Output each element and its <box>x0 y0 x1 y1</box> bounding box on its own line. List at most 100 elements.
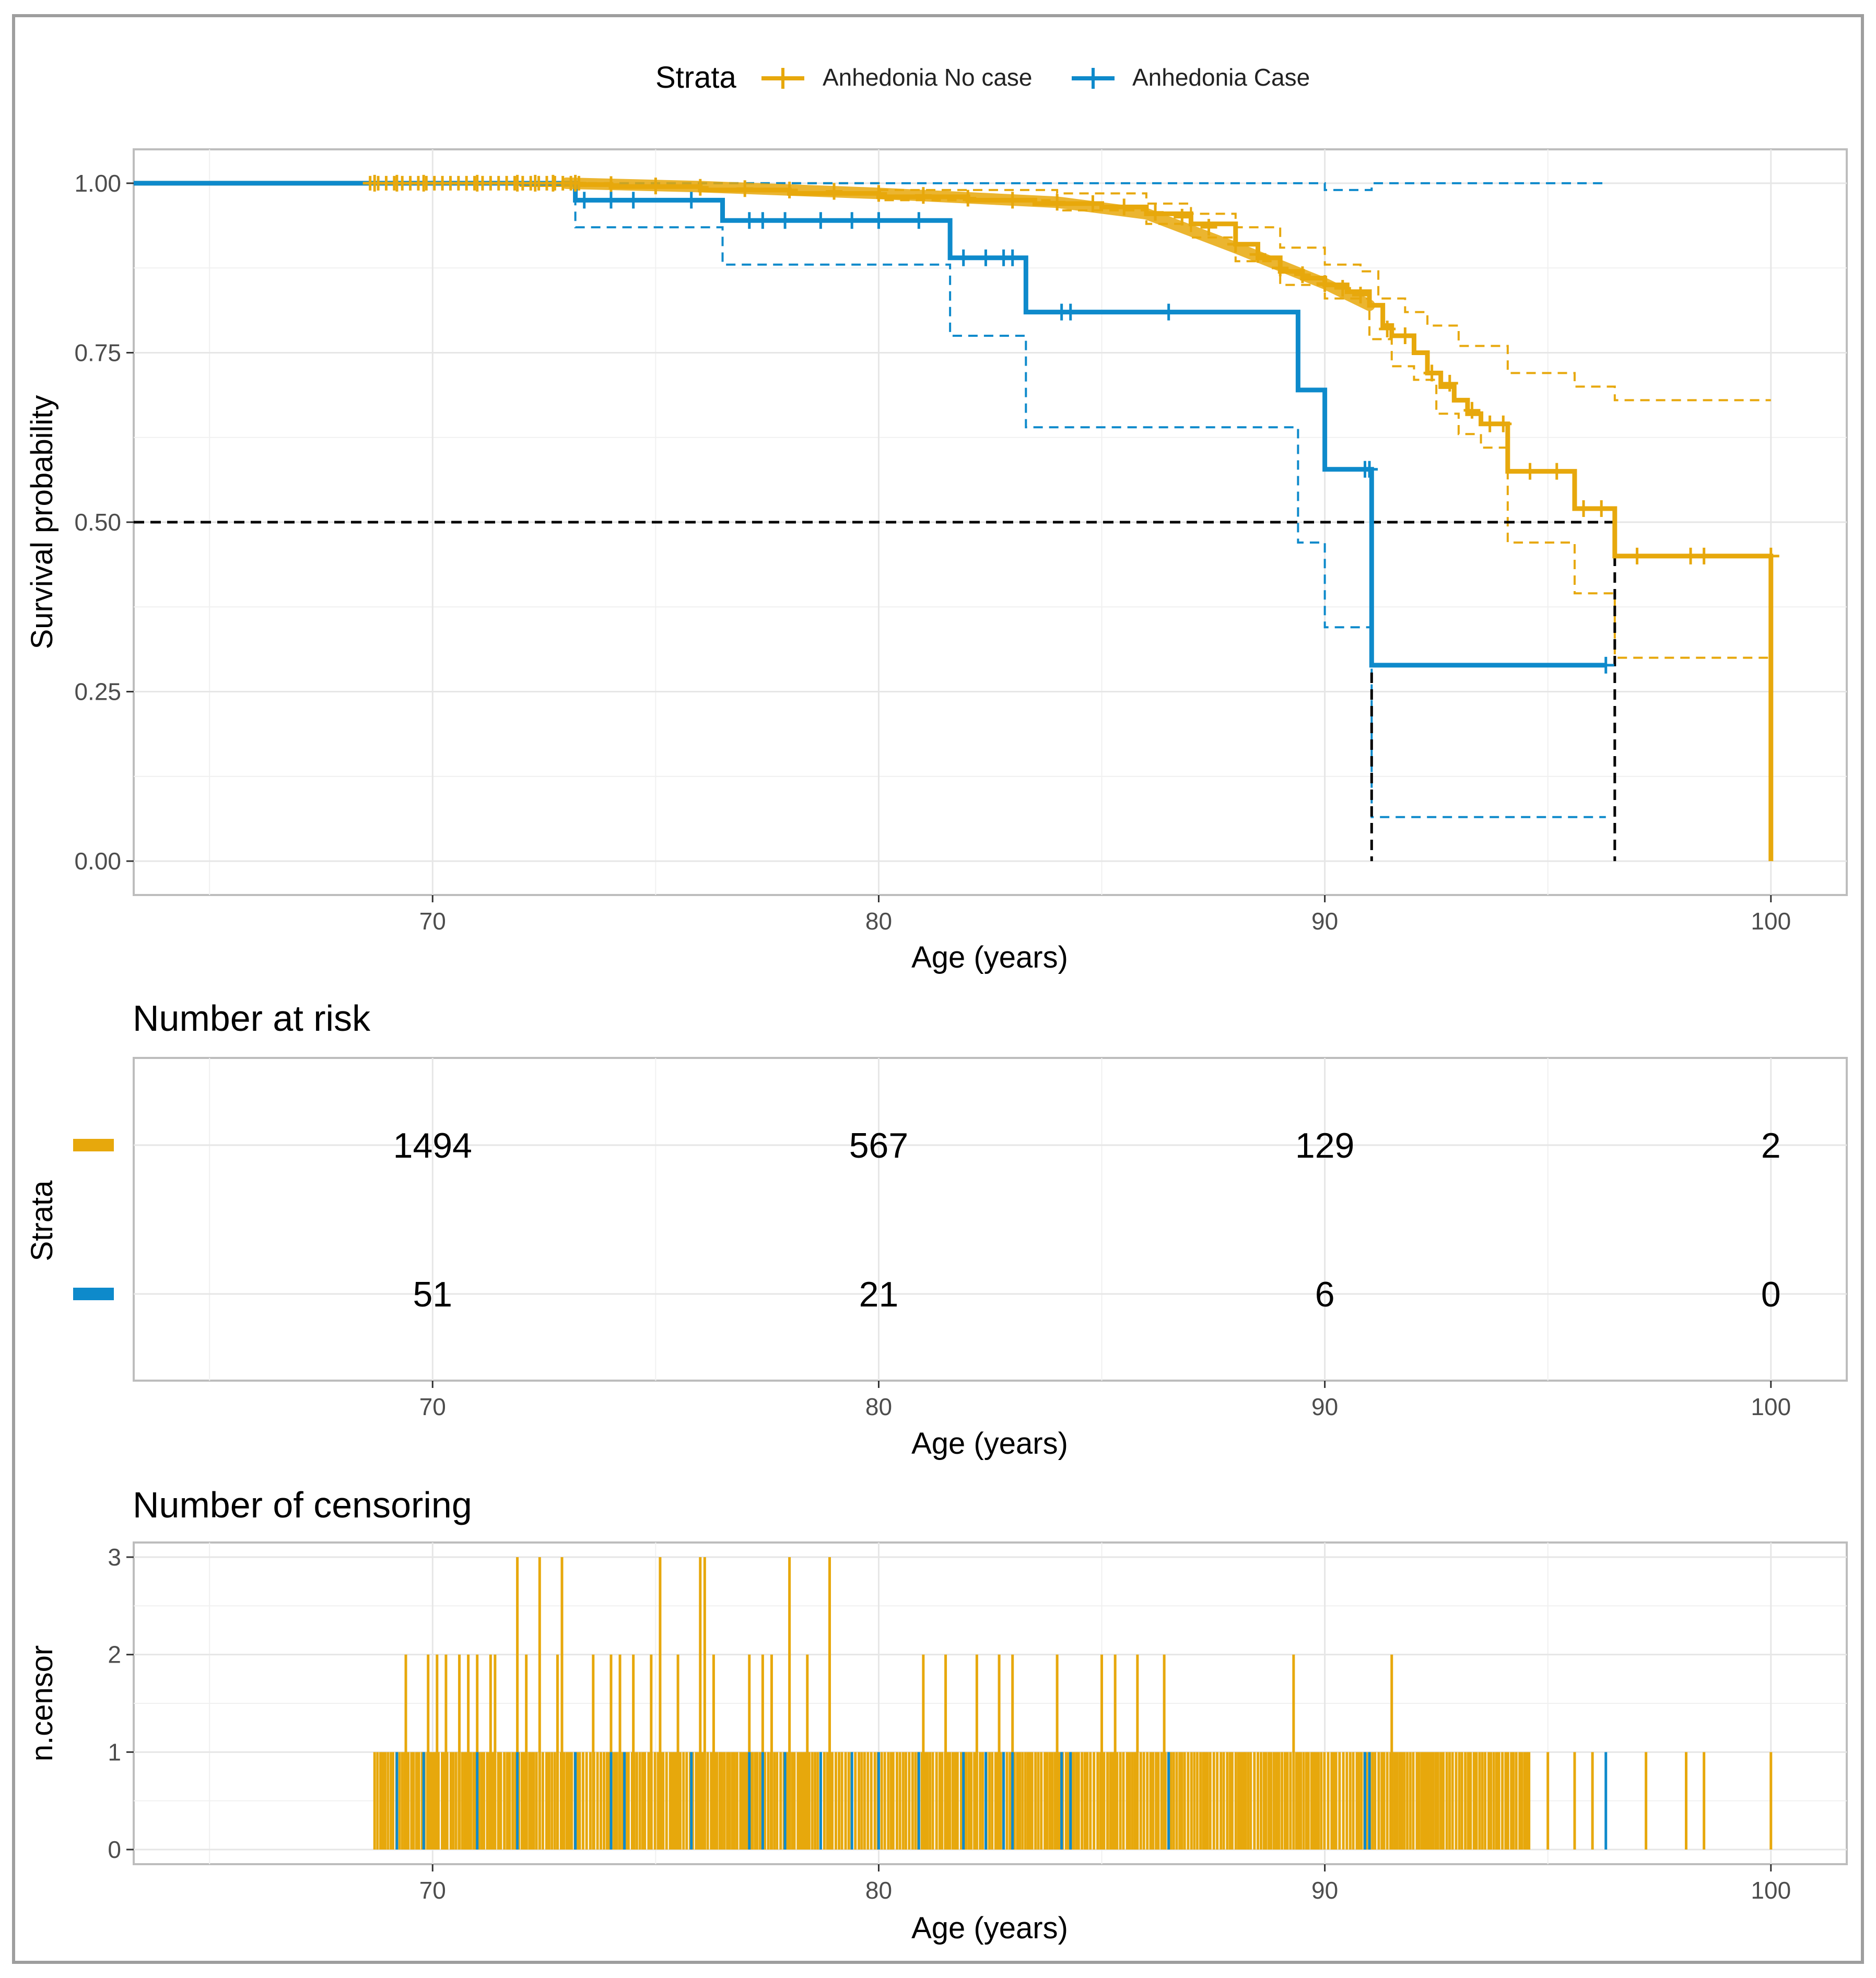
risk-table-cell: 6 <box>1315 1275 1335 1314</box>
censor-mark-case <box>1004 249 1021 266</box>
censor-mark-no-case <box>1147 204 1164 221</box>
survival-x-tick-label: 100 <box>1751 908 1791 935</box>
survival-plot-panel: 0.00 0.25 0.50 0.75 1.00 70 80 90 100 Age (year… <box>25 148 1848 974</box>
censor-mark-no-case <box>959 190 977 207</box>
survival-curve-case <box>134 181 1606 668</box>
censor-mark-no-case <box>1004 192 1021 209</box>
censor-mark-case <box>1160 303 1177 321</box>
censoring-plot-panel: Number of censoring 0 1 2 3 70 80 90 100 Age (… <box>25 1485 1848 1945</box>
censor-mark-no-case <box>736 180 754 197</box>
ci-lower-no-case <box>134 182 1771 659</box>
censoring-x-tick-label: 100 <box>1751 1877 1791 1904</box>
censor-mark-case <box>870 212 887 229</box>
risk-table-cell: 567 <box>849 1126 908 1165</box>
censor-mark-case <box>812 212 829 229</box>
survival-x-tick-label: 80 <box>865 908 892 935</box>
risk-row-swatch-no-case <box>73 1139 114 1151</box>
censor-mark-no-case <box>1423 364 1440 382</box>
risk-table-title: Number at risk <box>133 998 371 1039</box>
censor-mark-no-case <box>1200 219 1217 236</box>
survival-x-tick-label: 70 <box>419 908 446 935</box>
censoring-bars <box>373 1557 1773 1850</box>
censor-mark-no-case <box>1463 402 1481 419</box>
censor-mark-no-case <box>914 187 932 204</box>
legend-label-case: Anhedonia Case <box>1132 64 1310 91</box>
censor-mark-no-case <box>647 178 664 195</box>
survival-y-axis-title: Survival probability <box>25 395 59 650</box>
censor-mark-no-case <box>1272 260 1289 277</box>
censor-mark-case <box>576 192 593 209</box>
censor-mark-case <box>955 249 972 266</box>
survival-confidence-bands <box>134 182 1771 818</box>
risk-x-tick-label: 90 <box>1311 1393 1338 1420</box>
legend-title: Strata <box>655 61 736 95</box>
risk-table-cell: 2 <box>1761 1126 1781 1165</box>
censoring-y-tick-label: 0 <box>108 1836 121 1863</box>
censor-mark-no-case <box>1593 500 1610 517</box>
censoring-y-tick-label: 1 <box>108 1738 121 1765</box>
censor-mark-no-case <box>1397 327 1414 344</box>
censoring-x-axis-title: Age (years) <box>911 1911 1068 1945</box>
censor-mark-case <box>1062 303 1079 321</box>
survival-x-axis-ticks: 70 80 90 100 <box>419 895 1791 935</box>
censor-mark-no-case <box>1174 208 1191 226</box>
ci-upper-case <box>134 182 1606 191</box>
survival-y-tick-label: 0.50 <box>74 509 121 536</box>
risk-table-gridlines <box>134 1058 1847 1381</box>
risk-x-tick-label: 100 <box>1751 1393 1791 1420</box>
survival-y-tick-label: 0.75 <box>74 339 121 366</box>
censoring-y-tick-label: 3 <box>108 1544 121 1571</box>
survival-y-tick-label: 1.00 <box>74 170 121 197</box>
risk-table-cell: 0 <box>1761 1275 1781 1314</box>
censor-mark-no-case <box>781 181 798 198</box>
censor-mark-case <box>910 212 928 229</box>
censor-mark-no-case <box>602 176 619 193</box>
risk-table-cell: 51 <box>413 1275 452 1314</box>
risk-table-cell: 129 <box>1295 1126 1354 1165</box>
risk-table-cells: 1494 567 129 2 51 21 6 0 <box>393 1126 1781 1314</box>
censor-mark-no-case <box>1316 275 1333 292</box>
figure-border <box>12 14 1864 1964</box>
risk-table-x-axis-ticks: 70 80 90 100 <box>419 1381 1791 1420</box>
survival-censor-marks <box>362 174 1779 674</box>
survival-curve-no-case-dense <box>560 177 1376 311</box>
censor-mark-case <box>683 192 700 209</box>
censor-mark-no-case <box>571 175 587 191</box>
legend-item-case[interactable]: Anhedonia Case <box>1072 64 1310 91</box>
censoring-x-tick-label: 70 <box>419 1877 446 1904</box>
legend-item-no-case[interactable]: Anhedonia No case <box>761 64 1033 91</box>
censoring-y-axis-ticks: 0 1 2 3 <box>108 1544 134 1863</box>
censoring-x-tick-label: 80 <box>865 1877 892 1904</box>
censor-mark-no-case <box>691 179 709 196</box>
survival-x-tick-label: 90 <box>1311 908 1338 935</box>
censor-mark-case <box>843 212 861 229</box>
censor-mark-no-case <box>1521 463 1539 480</box>
censor-mark-case <box>602 192 619 209</box>
survival-y-tick-label: 0.00 <box>74 847 121 875</box>
censor-mark-no-case <box>1352 287 1369 304</box>
censor-mark-no-case <box>1695 547 1713 564</box>
survival-y-axis-ticks: 0.00 0.25 0.50 0.75 1.00 <box>74 170 134 875</box>
legend: Strata Anhedonia No case Anhedonia Case <box>655 61 1310 95</box>
censor-mark-no-case <box>1379 321 1396 338</box>
censor-mark-no-case <box>1116 198 1133 216</box>
censor-mark-case <box>625 192 642 209</box>
risk-table-cell: 21 <box>859 1275 899 1314</box>
survival-y-tick-label: 0.25 <box>74 678 121 705</box>
censoring-plot-title: Number of censoring <box>133 1485 472 1525</box>
censor-mark-case <box>1361 461 1378 478</box>
censor-mark-case <box>1597 656 1614 674</box>
legend-label-no-case: Anhedonia No case <box>823 64 1033 91</box>
risk-table-cell: 1494 <box>393 1126 472 1165</box>
censor-mark-no-case <box>1294 266 1311 284</box>
censor-mark-no-case <box>1249 246 1267 263</box>
censor-mark-no-case <box>1441 374 1458 392</box>
risk-row-swatch-case <box>73 1288 114 1300</box>
censor-mark-case <box>754 212 771 229</box>
risk-table-panel: Number at risk 1494 567 129 251 21 6 0 70 80 90 1… <box>25 998 1848 1461</box>
censor-mark-no-case <box>826 183 843 200</box>
censor-mark-no-case <box>1495 415 1512 432</box>
risk-table-background <box>133 1057 1848 1382</box>
censor-mark-no-case <box>870 185 887 202</box>
